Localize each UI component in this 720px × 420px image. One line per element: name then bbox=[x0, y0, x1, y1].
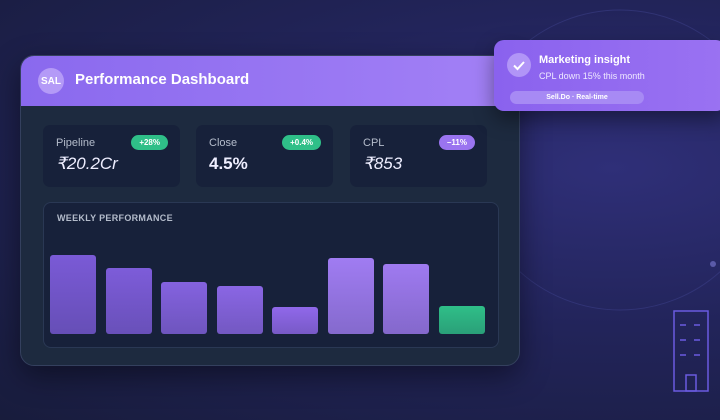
bar bbox=[272, 307, 318, 334]
dashboard-title: Performance Dashboard bbox=[75, 71, 250, 88]
kpi-card: Close 4.5% +0.4% bbox=[196, 125, 333, 187]
kpi-card: CPL ₹853 –11% bbox=[350, 125, 487, 187]
kpi-label: Close bbox=[209, 137, 238, 149]
bars bbox=[44, 203, 500, 349]
bar bbox=[327, 258, 374, 334]
kpi-change: –11% bbox=[438, 135, 475, 150]
notification-tag: Sell.Do · Real-time bbox=[510, 91, 644, 104]
chart-panel: WEEKLY PERFORMANCE bbox=[43, 202, 499, 348]
check-icon bbox=[507, 53, 531, 77]
kpi-label: Pipeline bbox=[56, 137, 96, 149]
notification[interactable]: Marketing insight CPL down 15% this mont… bbox=[494, 40, 720, 111]
dashboard-card: SAL Performance Dashboard Pipeline ₹20.2… bbox=[20, 55, 520, 366]
bar bbox=[216, 286, 263, 334]
header: SAL Performance Dashboard bbox=[21, 56, 519, 106]
avatar: SAL bbox=[38, 68, 64, 94]
chart-title: WEEKLY PERFORMANCE bbox=[57, 213, 173, 223]
kpi-change: +28% bbox=[131, 135, 168, 150]
kpi-value: 4.5% bbox=[209, 154, 248, 173]
kpi-value: ₹20.2Cr bbox=[56, 154, 118, 173]
kpi-label: CPL bbox=[363, 137, 385, 149]
notification-text: CPL down 15% this month bbox=[539, 71, 645, 81]
bar bbox=[383, 264, 429, 334]
bar bbox=[50, 255, 96, 334]
bar bbox=[438, 306, 485, 334]
notification-title: Marketing insight bbox=[539, 54, 631, 66]
bar bbox=[161, 282, 207, 334]
kpi-card: Pipeline ₹20.2Cr +28% bbox=[43, 125, 180, 187]
kpi-value: ₹853 bbox=[363, 154, 403, 173]
kpi-change: +0.4% bbox=[282, 135, 321, 150]
bar bbox=[105, 268, 152, 334]
